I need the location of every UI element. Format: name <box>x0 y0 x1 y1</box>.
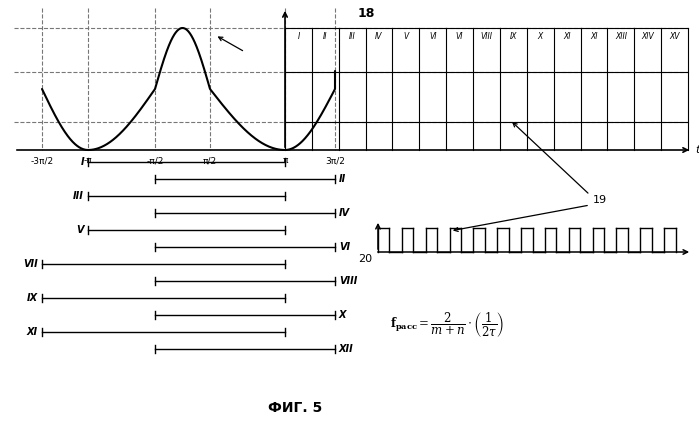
Text: IX: IX <box>27 293 38 303</box>
Text: VIII: VIII <box>339 276 357 286</box>
Text: 3π/2: 3π/2 <box>325 156 345 165</box>
Text: XII: XII <box>339 344 354 354</box>
Text: VI: VI <box>456 32 463 41</box>
Text: XIV: XIV <box>641 32 654 41</box>
Text: X: X <box>339 310 347 320</box>
Text: XI: XI <box>563 32 571 41</box>
Text: VIII: VIII <box>480 32 493 41</box>
Text: V: V <box>76 225 84 235</box>
Text: -π: -π <box>84 156 92 165</box>
Text: VI: VI <box>339 242 350 252</box>
Text: 20: 20 <box>358 254 372 264</box>
Text: 18: 18 <box>358 7 375 20</box>
Text: IV: IV <box>339 208 350 218</box>
Text: t: t <box>695 145 699 155</box>
Text: -3π/2: -3π/2 <box>31 156 54 165</box>
Text: II: II <box>323 32 328 41</box>
Text: $\mathbf{f}_{\rm \bf расс}=\dfrac{2}{m+n}\cdot\left(\dfrac{1}{2\tau}\right)$: $\mathbf{f}_{\rm \bf расс}=\dfrac{2}{m+n… <box>390 310 504 339</box>
Text: X: X <box>538 32 543 41</box>
Text: IV: IV <box>375 32 383 41</box>
Text: XI: XI <box>590 32 598 41</box>
Text: π: π <box>282 156 288 165</box>
Text: I: I <box>297 32 300 41</box>
Text: XI: XI <box>27 327 38 337</box>
Text: V: V <box>403 32 408 41</box>
Text: IX: IX <box>510 32 517 41</box>
Text: 19: 19 <box>593 195 607 205</box>
Text: XV: XV <box>670 32 680 41</box>
Text: π/2: π/2 <box>203 156 217 165</box>
Text: III: III <box>349 32 356 41</box>
Text: I: I <box>80 157 84 167</box>
Text: II: II <box>339 174 346 184</box>
Text: III: III <box>73 191 84 201</box>
Text: VII: VII <box>23 259 38 269</box>
Text: -π/2: -π/2 <box>146 156 164 165</box>
Text: ФИГ. 5: ФИГ. 5 <box>268 401 322 415</box>
Text: XIII: XIII <box>615 32 627 41</box>
Text: VI: VI <box>429 32 436 41</box>
